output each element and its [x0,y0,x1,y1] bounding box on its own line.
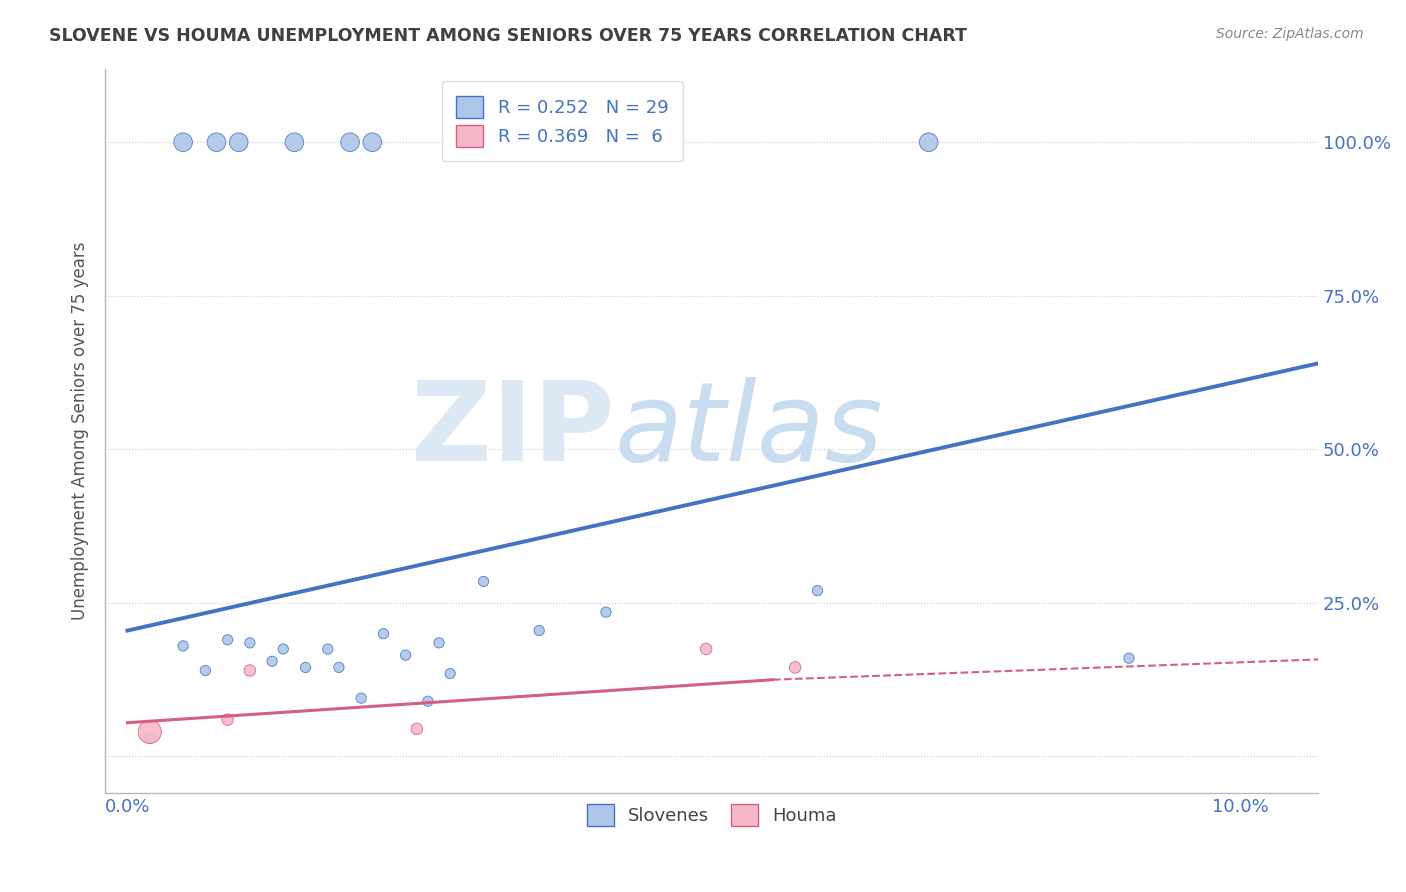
Point [785,660,807,674]
Point [316,642,339,657]
Point [283,135,305,149]
Point [806,583,828,598]
Point [527,624,550,638]
Text: Source: ZipAtlas.com: Source: ZipAtlas.com [1216,27,1364,41]
Point [172,135,194,149]
Point [205,135,228,149]
Point [695,642,717,657]
Point [395,648,418,662]
Point [172,639,194,653]
Point [350,691,373,706]
Point [239,636,262,650]
Point [361,135,384,149]
Point [217,632,239,647]
Point [228,135,250,149]
Point [138,731,160,745]
Point [373,626,395,640]
Point [595,605,617,619]
Legend: Slovenes, Houma: Slovenes, Houma [578,795,846,835]
Point [439,666,461,681]
Point [217,713,239,727]
Text: SLOVENE VS HOUMA UNEMPLOYMENT AMONG SENIORS OVER 75 YEARS CORRELATION CHART: SLOVENE VS HOUMA UNEMPLOYMENT AMONG SENI… [49,27,967,45]
Point [328,660,350,674]
Text: ZIP: ZIP [412,377,614,484]
Point [427,636,450,650]
Point [450,135,472,149]
Point [271,642,294,657]
Point [416,694,439,708]
Y-axis label: Unemployment Among Seniors over 75 years: Unemployment Among Seniors over 75 years [72,242,89,620]
Point [405,722,427,736]
Point [194,664,217,678]
Point [339,135,361,149]
Point [262,654,284,668]
Text: atlas: atlas [614,377,883,484]
Point [918,135,941,149]
Point [294,660,316,674]
Point [239,664,262,678]
Point [1118,651,1140,665]
Point [472,574,495,589]
Point [138,725,160,739]
